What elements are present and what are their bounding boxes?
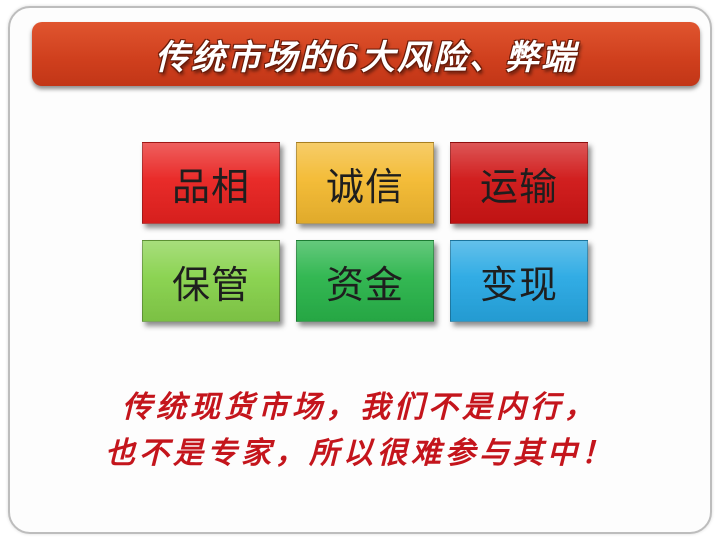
- risk-tile-label: 变现: [479, 262, 558, 307]
- risk-tile-label: 品相: [171, 164, 250, 209]
- risk-tile-liquidity: 变现: [450, 240, 588, 322]
- risk-tile-label: 保管: [171, 262, 250, 307]
- footer-line-1: 传统现货市场，我们不是内行，: [122, 390, 598, 425]
- risk-tile-funds: 资金: [296, 240, 434, 322]
- risk-tile-quality: 品相: [142, 142, 280, 224]
- risk-tile-transport: 运输: [450, 142, 588, 224]
- risk-tile-label: 资金: [325, 262, 404, 307]
- slide-title: 传统市场的6大风险、弊端: [155, 37, 577, 78]
- risk-tile-storage: 保管: [142, 240, 280, 322]
- title-banner: 传统市场的6大风险、弊端: [32, 22, 700, 86]
- footer-line-2: 也不是专家，所以很难参与其中！: [105, 436, 615, 471]
- risk-tile-integrity: 诚信: [296, 142, 434, 224]
- risk-tile-label: 诚信: [325, 164, 404, 209]
- risk-tile-label: 运输: [479, 164, 558, 209]
